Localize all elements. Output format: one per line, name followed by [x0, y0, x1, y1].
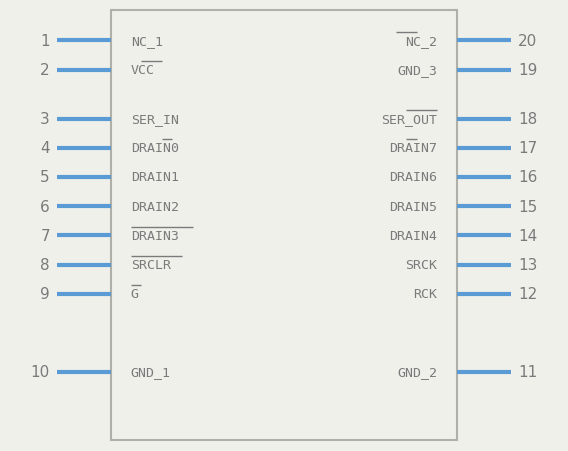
Text: DRAIN0: DRAIN0	[131, 142, 179, 155]
Text: 20: 20	[518, 34, 537, 49]
Text: SER_OUT: SER_OUT	[381, 113, 437, 126]
Text: GND_3: GND_3	[398, 64, 437, 77]
Text: SRCLR: SRCLR	[131, 258, 170, 272]
Text: 2: 2	[40, 63, 50, 78]
Text: DRAIN7: DRAIN7	[389, 142, 437, 155]
Text: 11: 11	[518, 364, 537, 379]
Text: 4: 4	[40, 141, 50, 156]
Text: 6: 6	[40, 199, 50, 214]
Text: 9: 9	[40, 286, 50, 302]
Bar	[111, 11, 457, 440]
Text: G: G	[131, 288, 139, 300]
Text: 12: 12	[518, 286, 537, 302]
Text: GND_1: GND_1	[131, 366, 170, 378]
Text: 17: 17	[518, 141, 537, 156]
Text: DRAIN4: DRAIN4	[389, 229, 437, 242]
Text: NC_1: NC_1	[131, 35, 162, 48]
Text: NC_2: NC_2	[406, 35, 437, 48]
Text: SRCK: SRCK	[406, 258, 437, 272]
Text: GND_2: GND_2	[398, 366, 437, 378]
Text: 7: 7	[40, 228, 50, 243]
Text: 18: 18	[518, 112, 537, 127]
Text: 5: 5	[40, 170, 50, 185]
Text: SER_IN: SER_IN	[131, 113, 179, 126]
Text: 10: 10	[31, 364, 50, 379]
Text: DRAIN2: DRAIN2	[131, 200, 179, 213]
Text: 1: 1	[40, 34, 50, 49]
Text: 15: 15	[518, 199, 537, 214]
Text: DRAIN5: DRAIN5	[389, 200, 437, 213]
Text: 13: 13	[518, 258, 537, 272]
Text: VCC: VCC	[131, 64, 154, 77]
Text: 19: 19	[518, 63, 537, 78]
Text: 8: 8	[40, 258, 50, 272]
Text: DRAIN3: DRAIN3	[131, 229, 179, 242]
Text: 3: 3	[40, 112, 50, 127]
Text: 16: 16	[518, 170, 537, 185]
Text: DRAIN6: DRAIN6	[389, 171, 437, 184]
Text: 14: 14	[518, 228, 537, 243]
Text: RCK: RCK	[414, 288, 437, 300]
Text: DRAIN1: DRAIN1	[131, 171, 179, 184]
